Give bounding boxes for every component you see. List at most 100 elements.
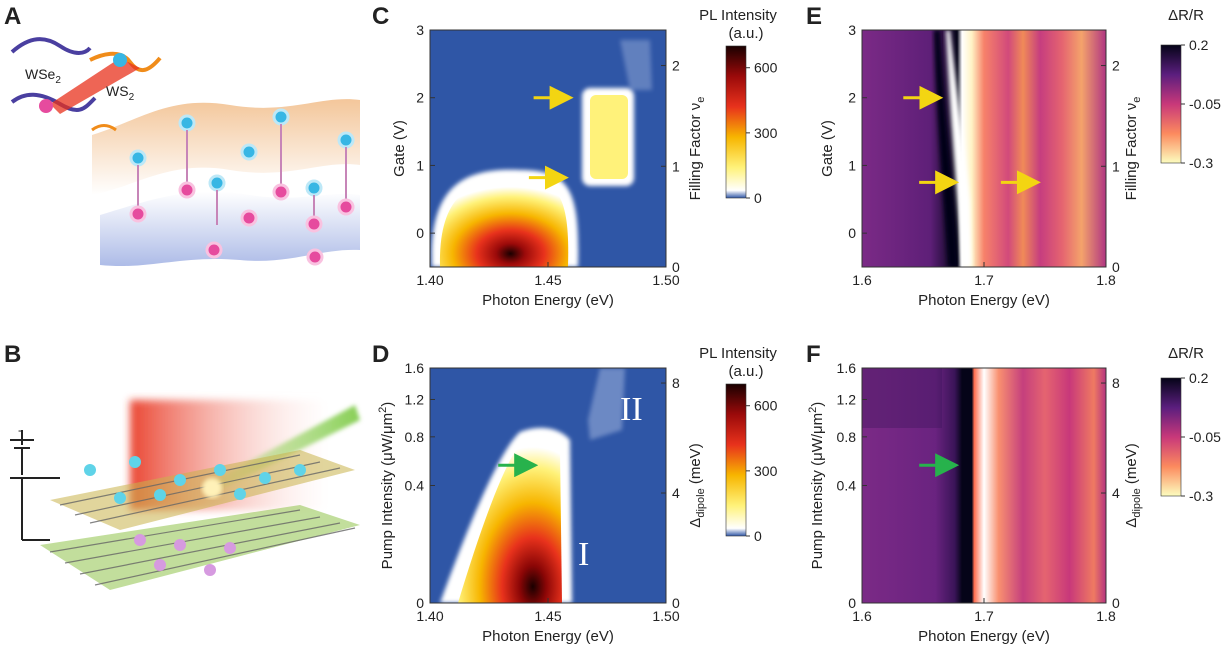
- x-axis-label: Photon Energy (eV): [482, 292, 614, 309]
- y2-axis-label: Filling Factor νe: [1123, 97, 1143, 201]
- x-tick-label: 1.45: [534, 608, 561, 624]
- x-tick-label: 1.40: [416, 608, 443, 624]
- y-tick-label: 0.4: [405, 478, 425, 494]
- y-axis-label-text: Gate (V): [391, 120, 408, 177]
- x-tick-label: 1.50: [652, 272, 679, 288]
- region-label-i: I: [578, 536, 589, 573]
- y-axis-label-end: ): [379, 402, 396, 407]
- y2-axis-label-text: Filling Factor ν: [687, 103, 704, 201]
- exciton-links: [137, 124, 347, 225]
- colorbar-d-title-1: PL Intensity: [699, 345, 777, 362]
- wse2-moire-sheet: [100, 191, 360, 267]
- y2-axis-label: Filling Factor νe: [687, 97, 707, 201]
- hole-icon: [39, 99, 53, 113]
- panel-letter-e: E: [806, 3, 822, 30]
- x-axis-label: Photon Energy (eV): [918, 292, 1050, 309]
- axes-f: 1.6 1.7 1.8 Photon Energy (eV) 0 0.4 0.8 1.2 1.6…: [807, 360, 1143, 645]
- arrows-c: [528, 85, 574, 190]
- heatmap-c-faint-trace: [620, 40, 652, 90]
- heatmap-c-main-peak: [439, 178, 569, 267]
- y-tick-label: 1.6: [837, 360, 857, 376]
- y-tick-label: 3: [848, 22, 856, 38]
- colorbar-d: [725, 383, 747, 537]
- label-wse2: WSe2: [25, 66, 61, 86]
- y-tick-label: 3: [416, 22, 424, 38]
- panel-e: E 1.6 1.7 1.8 Photon Energy (eV) 0 1 2 3 Gate (V…: [806, 3, 1221, 309]
- y2-tick-label: 0: [1112, 595, 1120, 611]
- y-axis-label-end: ): [809, 402, 826, 407]
- heatmap-e: [862, 30, 1106, 267]
- panel-letter-a: A: [4, 3, 21, 30]
- y2-axis-label-text: Δ: [1123, 518, 1140, 528]
- x-axis-label: Photon Energy (eV): [482, 628, 614, 645]
- laser-hotspot: [202, 478, 222, 498]
- panel-letter-d: D: [372, 341, 389, 368]
- exciton-link: [50, 58, 140, 114]
- colorbar-c-title-1: PL Intensity: [699, 7, 777, 24]
- y2-axis-label-sub: e: [695, 97, 707, 103]
- y2-axis-label-end: (meV): [687, 443, 704, 488]
- x-tick-label: 1.6: [852, 608, 872, 624]
- y-tick-label: 2: [848, 90, 856, 106]
- panel-c: C 1.40 1.45 1.50 Photon Energy (eV) 0 1 2 3 Gate…: [372, 3, 778, 309]
- arrows-e: [903, 85, 1041, 195]
- y2-tick-label: 1: [672, 158, 680, 174]
- y-tick-label: 0: [848, 595, 856, 611]
- y-axis-label: Pump Intensity (μW/μm2): [377, 402, 396, 570]
- y-axis-label-sup: 2: [807, 407, 819, 413]
- y-tick-label: 0: [848, 225, 856, 241]
- label-ws2: WS2: [106, 83, 135, 103]
- y2-tick-label: 2: [1112, 58, 1120, 74]
- y-tick-label: 1.2: [405, 391, 425, 407]
- y2-tick-label: 1: [1112, 158, 1120, 174]
- colorbar-tick-label: 0.2: [1189, 37, 1209, 53]
- y-axis-label-text: Pump Intensity (μW/μm: [809, 413, 826, 569]
- heatmap-f-top-shade: [862, 368, 942, 428]
- y2-tick-label: 2: [672, 58, 680, 74]
- y-tick-label: 1.2: [837, 391, 857, 407]
- colorbar-d-title-2: (a.u.): [728, 363, 763, 380]
- colorbar-e-ticks: 0.2 -0.05 -0.3: [1181, 37, 1221, 171]
- y2-tick-label: 8: [1112, 375, 1120, 391]
- y-tick-label: 1.6: [405, 360, 425, 376]
- y-tick-label: 0: [416, 225, 424, 241]
- panel-letter-b: B: [4, 341, 21, 368]
- y2-axis-label-sub: dipole: [695, 488, 707, 517]
- colorbar-tick-label: -0.3: [1189, 155, 1213, 171]
- y-axis-label-text: Gate (V): [819, 120, 836, 177]
- heatmap-e-bright-line: [946, 30, 972, 267]
- y-tick-label: 2: [416, 90, 424, 106]
- panel-a-schematic: A WSe2 WS2: [4, 3, 360, 267]
- colorbar-tick-label: 600: [754, 398, 778, 414]
- colorbar-c-ticks: 0 300 600: [746, 60, 778, 206]
- ws2-band: [89, 51, 162, 73]
- colorbar-tick-label: -0.05: [1189, 96, 1221, 112]
- y-tick-label: 0: [416, 595, 424, 611]
- y2-tick-label: 4: [1112, 485, 1120, 501]
- electron-sites: [84, 456, 306, 504]
- y-axis-label: Gate (V): [391, 120, 408, 177]
- heatmap-d: [430, 368, 666, 603]
- x-tick-label: 1.8: [1096, 272, 1116, 288]
- x-tick-label: 1.8: [1096, 608, 1116, 624]
- y2-tick-label: 0: [1112, 259, 1120, 275]
- colorbar-tick-label: -0.05: [1189, 429, 1221, 445]
- y-tick-label: 1: [848, 157, 856, 173]
- colorbar-f-ticks: 0.2 -0.05 -0.3: [1181, 370, 1221, 504]
- heatmap-f: [862, 368, 1106, 603]
- colorbar-f-title: ΔR/R: [1168, 345, 1204, 362]
- x-tick-label: 1.7: [974, 608, 994, 624]
- y2-tick-label: 0: [672, 595, 680, 611]
- x-tick-label: 1.7: [974, 272, 994, 288]
- colorbar-tick-label: 0: [754, 528, 762, 544]
- wse2-band-top: [10, 37, 92, 55]
- hole-sites: [134, 534, 236, 576]
- axes-e: 1.6 1.7 1.8 Photon Energy (eV) 0 1 2 3 Gate (V) 0…: [819, 22, 1143, 309]
- colorbar-c: [725, 45, 747, 199]
- y-tick-label: 1: [416, 157, 424, 173]
- x-tick-label: 1.45: [534, 272, 561, 288]
- colorbar-tick-label: -0.3: [1189, 488, 1213, 504]
- y2-axis-label: Δdipole (meV): [687, 443, 707, 527]
- colorbar-tick-label: 0: [754, 190, 762, 206]
